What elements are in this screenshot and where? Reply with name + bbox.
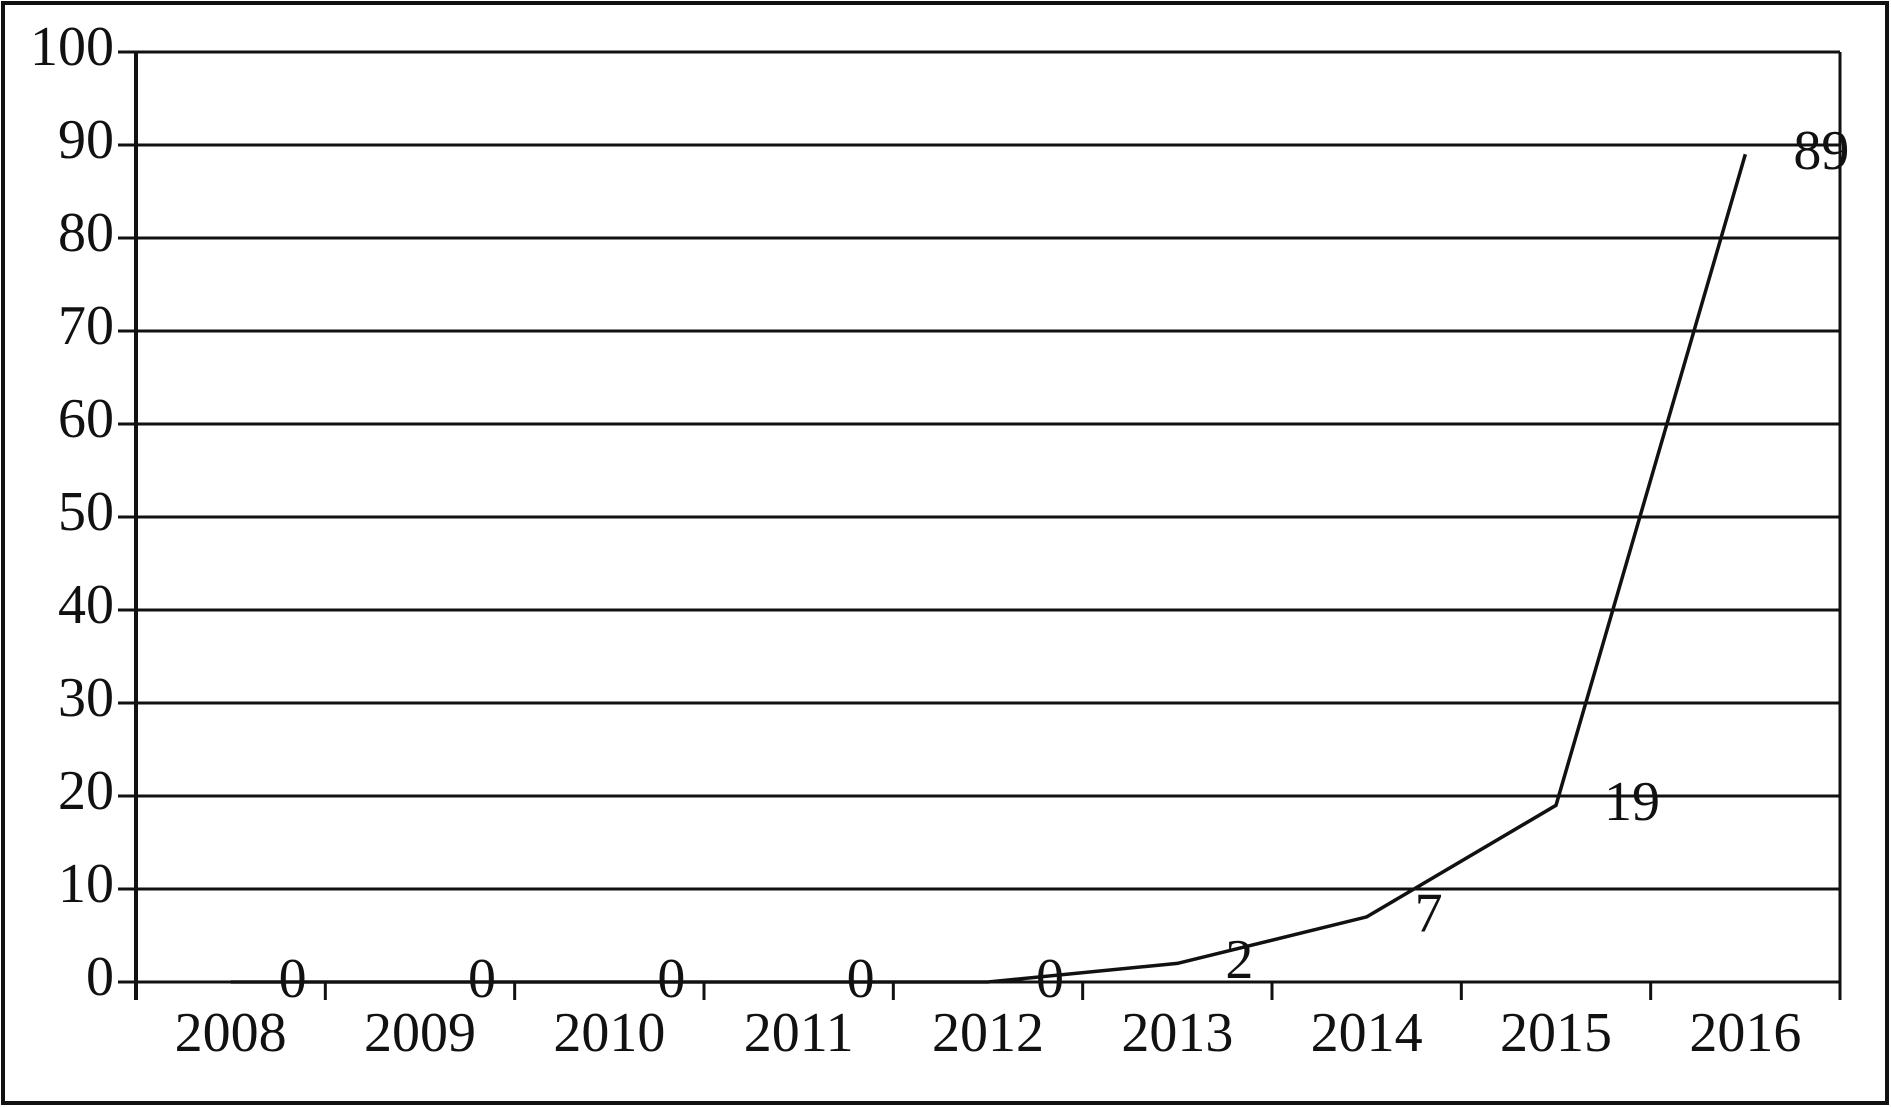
data-label: 0	[1036, 948, 1064, 1010]
x-tick-label: 2016	[1689, 1002, 1801, 1064]
y-tick-label: 20	[58, 760, 114, 822]
data-label: 7	[1415, 883, 1443, 945]
data-label: 19	[1604, 771, 1660, 833]
x-tick-label: 2008	[175, 1002, 287, 1064]
x-tick-label: 2015	[1500, 1002, 1612, 1064]
data-label: 2	[1225, 929, 1253, 991]
x-tick-label: 2011	[744, 1002, 854, 1064]
y-tick-label: 40	[58, 574, 114, 636]
y-tick-label: 70	[58, 295, 114, 357]
data-line	[230, 153, 1748, 984]
data-label: 0	[279, 948, 307, 1010]
y-tick-label: 90	[58, 109, 114, 171]
data-label: 89	[1793, 120, 1849, 182]
data-label: 0	[657, 948, 685, 1010]
x-tick-label: 2013	[1121, 1002, 1233, 1064]
y-tick-label: 0	[86, 946, 114, 1008]
x-tick-label: 2010	[553, 1002, 665, 1064]
y-tick-label: 100	[30, 16, 114, 78]
data-label: 0	[847, 948, 875, 1010]
x-tick-label: 2009	[364, 1002, 476, 1064]
y-tick-label: 50	[58, 481, 114, 543]
data-label: 0	[468, 948, 496, 1010]
x-tick-label: 2012	[932, 1002, 1044, 1064]
x-tick-label: 2014	[1311, 1002, 1423, 1064]
y-tick-label: 80	[58, 202, 114, 264]
y-tick-label: 10	[58, 853, 114, 915]
y-tick-label: 30	[58, 667, 114, 729]
y-tick-label: 60	[58, 388, 114, 450]
